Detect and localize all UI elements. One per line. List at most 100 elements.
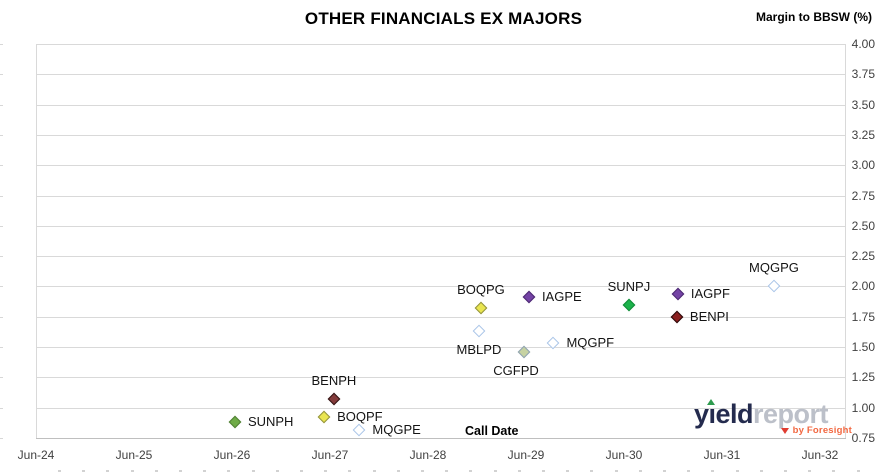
bottom-edge-tick xyxy=(106,470,109,472)
data-point-label-MQGPF: MQGPF xyxy=(566,335,615,351)
logo-triangle-up-icon xyxy=(707,399,715,405)
bottom-edge-tick xyxy=(155,470,158,472)
gridline xyxy=(37,104,845,106)
bottom-edge-tick xyxy=(566,470,569,472)
logo-triangle-down-icon xyxy=(780,427,789,434)
bottom-edge-tick xyxy=(397,470,400,472)
left-edge-tick xyxy=(0,377,3,379)
data-point-label-BOQPG: BOQPG xyxy=(457,282,505,298)
logo-word-report: report xyxy=(753,399,829,429)
data-point-IAGPE xyxy=(522,290,536,304)
bottom-edge-tick xyxy=(615,470,618,472)
left-edge-tick xyxy=(0,347,3,349)
left-edge-tick xyxy=(0,104,3,106)
x-tick-label: Jun-30 xyxy=(605,448,643,462)
bottom-edge-tick xyxy=(808,470,811,472)
y-tick-label: 2.50 xyxy=(851,218,875,233)
data-point-IAGPF xyxy=(671,287,685,301)
logo-wordmark: yıeldreport xyxy=(694,399,856,430)
bottom-edge-tick xyxy=(542,470,545,472)
left-edge-tick xyxy=(0,407,3,409)
bottom-edge-tick xyxy=(518,470,521,472)
data-point-label-BOQPF: BOQPF xyxy=(337,409,383,425)
bottom-edge-tick xyxy=(736,470,739,472)
bottom-edge-tick xyxy=(784,470,787,472)
bottom-edge-tick xyxy=(663,470,666,472)
bottom-edge-tick xyxy=(469,470,472,472)
gridline xyxy=(37,134,845,136)
bottom-edge-tick xyxy=(445,470,448,472)
bottom-edge-tick xyxy=(711,470,714,472)
gridline xyxy=(37,286,845,288)
y-tick-label: 1.50 xyxy=(851,340,875,355)
left-edge-tick xyxy=(0,165,3,167)
bottom-edge-tick xyxy=(832,470,835,472)
left-edge-tick xyxy=(0,195,3,197)
bottom-edge-tick xyxy=(179,470,182,472)
data-point-label-CGFPD: CGFPD xyxy=(493,362,539,378)
bottom-edge-tick xyxy=(494,470,497,472)
bottom-edge-tick xyxy=(421,470,424,472)
y-tick-label: 1.75 xyxy=(851,309,875,324)
y-tick-label: 2.00 xyxy=(851,279,875,294)
x-tick-label: Jun-27 xyxy=(311,448,349,462)
bottom-edge-tick xyxy=(639,470,642,472)
y-tick-label: 4.00 xyxy=(851,37,875,51)
gridline xyxy=(37,165,845,167)
data-point-SUNPH xyxy=(228,415,242,429)
data-point-label-SUNPJ: SUNPJ xyxy=(607,278,651,294)
bottom-edge-tick xyxy=(348,470,351,472)
data-point-MQGPG xyxy=(767,280,781,293)
plot-border-top xyxy=(36,44,845,45)
left-edge-tick xyxy=(0,286,3,288)
bottom-edge-tick xyxy=(252,470,255,472)
data-point-label-BENPI: BENPI xyxy=(689,308,729,324)
bottom-edge-tick xyxy=(590,470,593,472)
logo-word-yield: yıeld xyxy=(694,399,754,429)
data-point-BENPI xyxy=(670,310,684,324)
data-point-label-MQGPE: MQGPE xyxy=(372,421,421,437)
logo-byline-row: by Foresight xyxy=(780,425,852,436)
y-tick-label: 3.75 xyxy=(851,67,875,82)
left-edge-tick xyxy=(0,44,3,45)
bottom-edge-tick xyxy=(82,470,85,472)
x-axis-line xyxy=(36,438,846,439)
y-tick-label: 2.25 xyxy=(851,249,875,264)
data-point-BOQPG xyxy=(474,301,488,315)
x-tick-label: Jun-26 xyxy=(213,448,251,462)
yieldreport-logo: yıeldreport by Foresight xyxy=(694,399,856,443)
gridline xyxy=(37,316,845,318)
data-point-label-MQGPG: MQGPG xyxy=(749,260,799,276)
x-tick-label: Jun-28 xyxy=(409,448,447,462)
data-point-label-SUNPH: SUNPH xyxy=(247,414,294,430)
x-tick-label: Jun-24 xyxy=(17,448,55,462)
data-point-label-IAGPE: IAGPE xyxy=(541,289,582,305)
left-edge-tick xyxy=(0,225,3,227)
data-point-label-IAGPF: IAGPF xyxy=(690,285,730,301)
chart-title: OTHER FINANCIALS EX MAJORS xyxy=(304,9,583,28)
y-tick-label: 1.25 xyxy=(851,370,875,385)
x-axis-title: Call Date xyxy=(465,424,519,438)
bottom-edge-tick xyxy=(857,470,860,472)
gridline xyxy=(37,225,845,227)
y-tick-label: 3.25 xyxy=(851,127,875,142)
data-point-BOQPF xyxy=(317,411,331,424)
gridline xyxy=(37,407,845,409)
plot-border-right xyxy=(845,44,846,438)
x-tick-label: Jun-31 xyxy=(703,448,741,462)
bottom-edge-tick xyxy=(373,470,376,472)
x-tick-label: Jun-32 xyxy=(801,448,839,462)
y-tick-label: 1.00 xyxy=(851,400,875,415)
bottom-edge-tick xyxy=(131,470,134,472)
data-point-MBLPD xyxy=(472,324,486,338)
data-point-label-MBLPD: MBLPD xyxy=(456,342,502,358)
bottom-edge-tick xyxy=(203,470,206,472)
x-tick-label: Jun-29 xyxy=(507,448,545,462)
left-edge-tick xyxy=(0,438,3,439)
data-point-label-BENPH: BENPH xyxy=(311,373,357,389)
gridline xyxy=(37,74,845,76)
bottom-edge-tick xyxy=(760,470,763,472)
plot-border-left xyxy=(36,44,37,438)
gridline xyxy=(37,195,845,197)
left-edge-tick xyxy=(0,316,3,318)
